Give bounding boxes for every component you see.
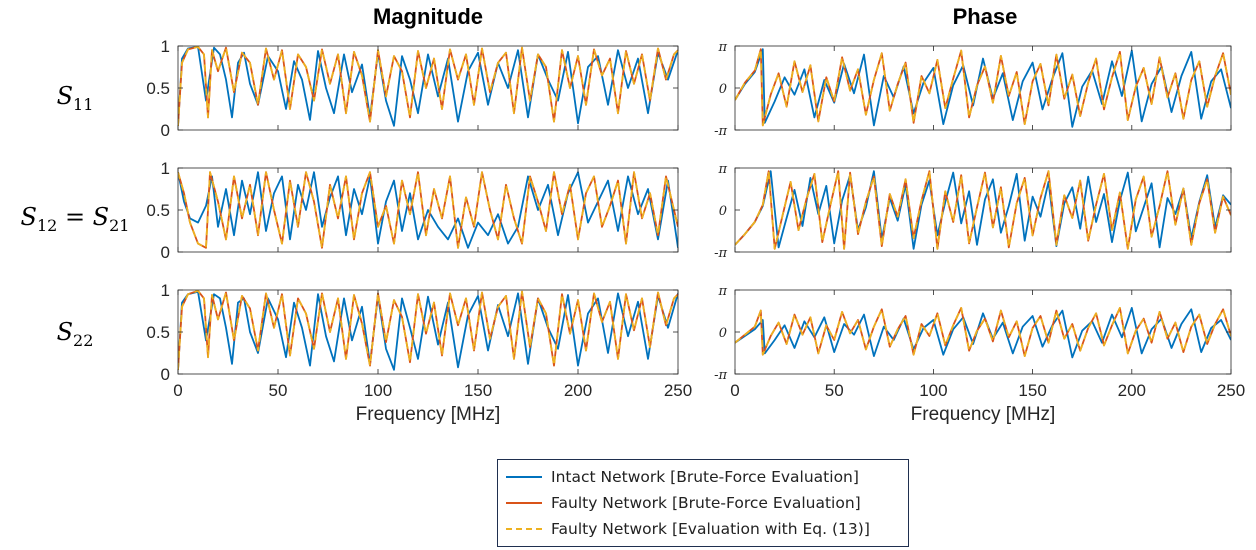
x-axis-label: Frequency [MHz] <box>911 404 1056 425</box>
y-tick-label: π <box>717 284 727 299</box>
x-tick-label: 200 <box>564 381 592 400</box>
series-group <box>178 171 678 249</box>
legend-label-faulty: Faulty Network [Brute-Force Evaluation] <box>551 494 861 512</box>
x-tick-label: 150 <box>1018 381 1046 400</box>
y-tick-label: 0.5 <box>146 323 170 342</box>
row-label-s11-symbol: S <box>56 82 74 110</box>
row-label-s22: S22 <box>0 318 150 350</box>
x-tick-label: 250 <box>664 381 692 400</box>
y-tick-label: -π <box>714 124 727 139</box>
legend-item-intact: Intact Network [Brute-Force Evaluation] <box>506 466 859 488</box>
row-label-s12-s21: S12 = S21 <box>0 203 150 235</box>
series-line-intact <box>735 170 1231 250</box>
series-group <box>735 170 1231 250</box>
legend-label-intact: Intact Network [Brute-Force Evaluation] <box>551 468 859 486</box>
row-label-s11: S11 <box>0 82 150 114</box>
y-tick-label: 1 <box>161 281 170 300</box>
legend-item-eq13: Faulty Network [Evaluation with Eq. (13)… <box>506 518 870 540</box>
y-tick-label: 1 <box>161 37 170 56</box>
y-tick-label: 0 <box>719 204 727 219</box>
series-line-eq13 <box>735 48 1231 127</box>
x-tick-label: 200 <box>1118 381 1146 400</box>
y-tick-label: 0 <box>161 365 170 384</box>
x-tick-label: 50 <box>825 381 844 400</box>
y-tick-label: -π <box>714 246 727 261</box>
subplot-s11-phase: -π 0 π <box>714 40 1232 139</box>
legend-item-faulty: Faulty Network [Brute-Force Evaluation] <box>506 492 861 514</box>
series-group <box>178 46 678 127</box>
series-line-eq13 <box>178 46 678 126</box>
x-tick-label: 100 <box>364 381 392 400</box>
series-line-eq13 <box>735 170 1231 250</box>
legend: Intact Network [Brute-Force Evaluation] … <box>497 459 909 547</box>
x-axis-label: Frequency [MHz] <box>356 404 501 425</box>
x-tick-label: 50 <box>269 381 288 400</box>
x-tick-label: 0 <box>173 381 182 400</box>
y-tick-label: 0 <box>719 326 727 341</box>
row-label-s12-subscript: 12 <box>36 215 58 235</box>
y-tick-label: 0 <box>161 243 170 262</box>
row-label-s22-subscript: 22 <box>73 330 94 350</box>
subplot-s22-magnitude: 0 0.5 1 0 50 100 150 200 250 Frequency [MHz] <box>146 281 692 425</box>
row-label-s11-subscript: 11 <box>73 94 94 114</box>
series-group <box>178 290 678 371</box>
series-group <box>735 307 1231 359</box>
x-tick-label: 100 <box>919 381 947 400</box>
row-label-s12-symbol: S <box>20 203 37 231</box>
subplot-s12s21-magnitude: 00.51 <box>146 159 679 262</box>
x-tick-label: 250 <box>1217 381 1245 400</box>
phase-column-title: Phase <box>952 4 1018 29</box>
row-label-s21-symbol: = S <box>57 203 110 231</box>
y-tick-label: 0.5 <box>146 79 170 98</box>
plot-background <box>735 290 1231 374</box>
subplot-s11-magnitude: 00.51 <box>146 37 679 140</box>
series-line-eq13 <box>178 290 678 370</box>
series-group <box>735 48 1231 128</box>
legend-swatch-intact <box>506 476 542 478</box>
magnitude-column-title: Magnitude <box>373 4 483 29</box>
y-tick-label: 1 <box>161 159 170 178</box>
y-tick-label: -π <box>714 368 727 383</box>
legend-label-eq13: Faulty Network [Evaluation with Eq. (13)… <box>551 520 870 538</box>
row-label-s21-subscript: 21 <box>109 215 130 235</box>
y-tick-label: 0.5 <box>146 201 170 220</box>
subplot-s12s21-phase: -π 0 π <box>714 162 1232 261</box>
y-tick-label: π <box>717 40 727 55</box>
series-line-eq13 <box>178 171 678 249</box>
x-tick-label: 0 <box>730 381 739 400</box>
x-tick-label: 150 <box>464 381 492 400</box>
plot-background <box>178 290 678 374</box>
legend-swatch-eq13 <box>506 528 542 530</box>
y-tick-label: 0 <box>161 121 170 140</box>
row-label-s22-symbol: S <box>56 318 74 346</box>
legend-swatch-faulty <box>506 502 542 504</box>
y-tick-label: 0 <box>719 82 727 97</box>
series-line-eq13 <box>735 307 1231 357</box>
y-tick-label: π <box>717 162 727 177</box>
